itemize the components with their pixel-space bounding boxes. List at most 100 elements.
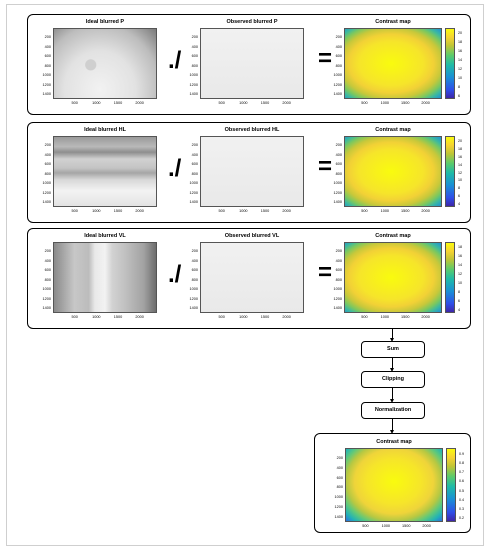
x-tick-label: 2000	[421, 315, 430, 319]
y-tick-label: 1000	[42, 287, 51, 292]
y-tick-label: 400	[44, 258, 51, 263]
colorbar-tick-label: 0.7	[459, 470, 464, 475]
x-tick-label: 1500	[260, 209, 270, 213]
y-tick-label: 400	[335, 152, 342, 157]
equals-operator: =	[318, 153, 333, 180]
y-tick-label: 400	[335, 258, 342, 263]
y-tick-label: 1400	[42, 200, 51, 205]
colorbar-tick-label: 14	[458, 162, 462, 167]
x-tick-label: 1500	[260, 101, 270, 105]
y-tick-label: 800	[191, 63, 198, 68]
colorbar-tick-label: 8	[458, 289, 460, 294]
colorbar-hl: 20 18 16 14 12 10 8 6 4	[445, 136, 462, 207]
colorbar-tick-label: 12	[458, 66, 462, 71]
y-tick-label: 1400	[42, 92, 51, 97]
x-tick-label: 1000	[239, 315, 248, 319]
arrow-to-final-map	[390, 419, 394, 434]
y-tick-label: 600	[335, 54, 342, 59]
y-tick-label: 1000	[334, 495, 343, 500]
x-tick-label: 2000	[135, 101, 144, 105]
y-tick-label: 200	[44, 249, 51, 254]
y-tick-label: 1400	[333, 92, 342, 97]
y-tick-label: 1200	[334, 505, 343, 510]
y-tick-label: 800	[335, 63, 342, 68]
x-tick-label: 1000	[92, 315, 101, 319]
arrow-to-clipping	[390, 358, 394, 372]
divide-operator: ./	[168, 155, 182, 182]
y-tick-label: 600	[336, 475, 343, 480]
y-tick-label: 800	[191, 277, 198, 282]
x-tick-label: 500	[361, 209, 368, 213]
y-tick-label: 200	[44, 143, 51, 148]
y-tick-label: 200	[191, 35, 198, 40]
colorbar-tick-label: 0.2	[459, 516, 464, 521]
y-tick-label: 1200	[189, 190, 198, 195]
colorbar-tick-label: 0.5	[459, 488, 464, 493]
y-tick-label: 200	[335, 249, 342, 254]
colorbar-tick-label: 10	[458, 280, 462, 285]
x-tick-label: 2000	[282, 101, 291, 105]
y-tick-label: 1200	[333, 296, 342, 301]
y-tick-label: 600	[44, 268, 51, 273]
ideal-blurred-hl-image	[53, 136, 157, 207]
y-tick-label: 1000	[189, 287, 198, 292]
observed-blurred-p-image	[200, 28, 304, 99]
y-tick-label: 600	[335, 268, 342, 273]
equals-operator: =	[318, 259, 333, 286]
y-tick-label: 1400	[334, 515, 343, 520]
arrow-to-normalization	[390, 388, 394, 403]
x-tick-label: 2000	[421, 209, 430, 213]
y-tick-label: 400	[191, 258, 198, 263]
x-tick-label: 1000	[380, 209, 390, 213]
x-tick-label: 500	[218, 101, 225, 105]
divide-operator: ./	[168, 261, 182, 288]
y-tick-label: 800	[336, 485, 343, 490]
x-tick-label: 1000	[239, 101, 248, 105]
colorbar-vl: 18 16 14 12 10 8 6 4	[445, 242, 462, 313]
contrast-map-vl-title: Contrast map	[375, 233, 411, 239]
colorbar-tick-label: 8	[458, 186, 460, 191]
y-tick-label: 1000	[333, 287, 342, 292]
colorbar-tick-label: 0.6	[459, 479, 464, 484]
y-tick-label: 600	[335, 162, 342, 167]
x-tick-label: 1000	[380, 101, 390, 105]
x-tick-label: 1500	[113, 315, 123, 319]
colorbar-tick-label: 4	[458, 307, 460, 312]
sum-step-box: Sum	[361, 341, 425, 358]
x-tick-label: 2000	[135, 209, 144, 213]
y-tick-label: 800	[335, 277, 342, 282]
y-tick-label: 1000	[189, 73, 198, 78]
colorbar-tick-label: 18	[458, 245, 462, 250]
ideal-blurred-hl-title: Ideal blurred HL	[84, 127, 126, 133]
colorbar-tick-label: 16	[458, 254, 462, 259]
y-tick-label: 600	[44, 162, 51, 167]
x-tick-label: 500	[71, 101, 78, 105]
x-tick-label: 500	[362, 524, 369, 528]
x-tick-label: 1500	[113, 209, 123, 213]
ideal-blurred-vl-plot: Ideal blurred VL 200 400 600 800 1000 1200 1400…	[43, 233, 157, 319]
y-tick-label: 600	[191, 268, 198, 273]
contrast-map-hl-plot: Contrast map 200 400 600 800 1000 1200 1400 500 1…	[334, 127, 442, 213]
contrast-map-p-plot: Contrast map 200 400 600 800 1000 1200 1400 500 1…	[334, 19, 442, 105]
x-tick-label: 1000	[239, 209, 248, 213]
x-tick-label: 1500	[260, 315, 270, 319]
divide-operator: ./	[168, 47, 182, 74]
colorbar-tick-label: 20	[458, 138, 462, 143]
equals-operator: =	[318, 45, 333, 72]
observed-blurred-p-title: Observed blurred P	[226, 19, 278, 25]
x-tick-label: 1500	[401, 209, 410, 213]
observed-blurred-hl-title: Observed blurred HL	[224, 127, 280, 133]
x-tick-label: 500	[71, 209, 78, 213]
colorbar-tick-label: 12	[458, 170, 462, 175]
y-tick-label: 1200	[42, 82, 51, 87]
x-tick-label: 1000	[380, 315, 390, 319]
colorbar-tick-label: 18	[458, 40, 462, 45]
y-tick-label: 1200	[189, 296, 198, 301]
colorbar-tick-label: 6	[458, 298, 460, 303]
y-tick-label: 200	[191, 143, 198, 148]
colorbar-tick-label: 6	[458, 93, 460, 98]
x-tick-label: 500	[361, 101, 368, 105]
colorbar-tick-label: 16	[458, 154, 462, 159]
y-tick-label: 1200	[189, 82, 198, 87]
y-tick-label: 1400	[42, 306, 51, 311]
